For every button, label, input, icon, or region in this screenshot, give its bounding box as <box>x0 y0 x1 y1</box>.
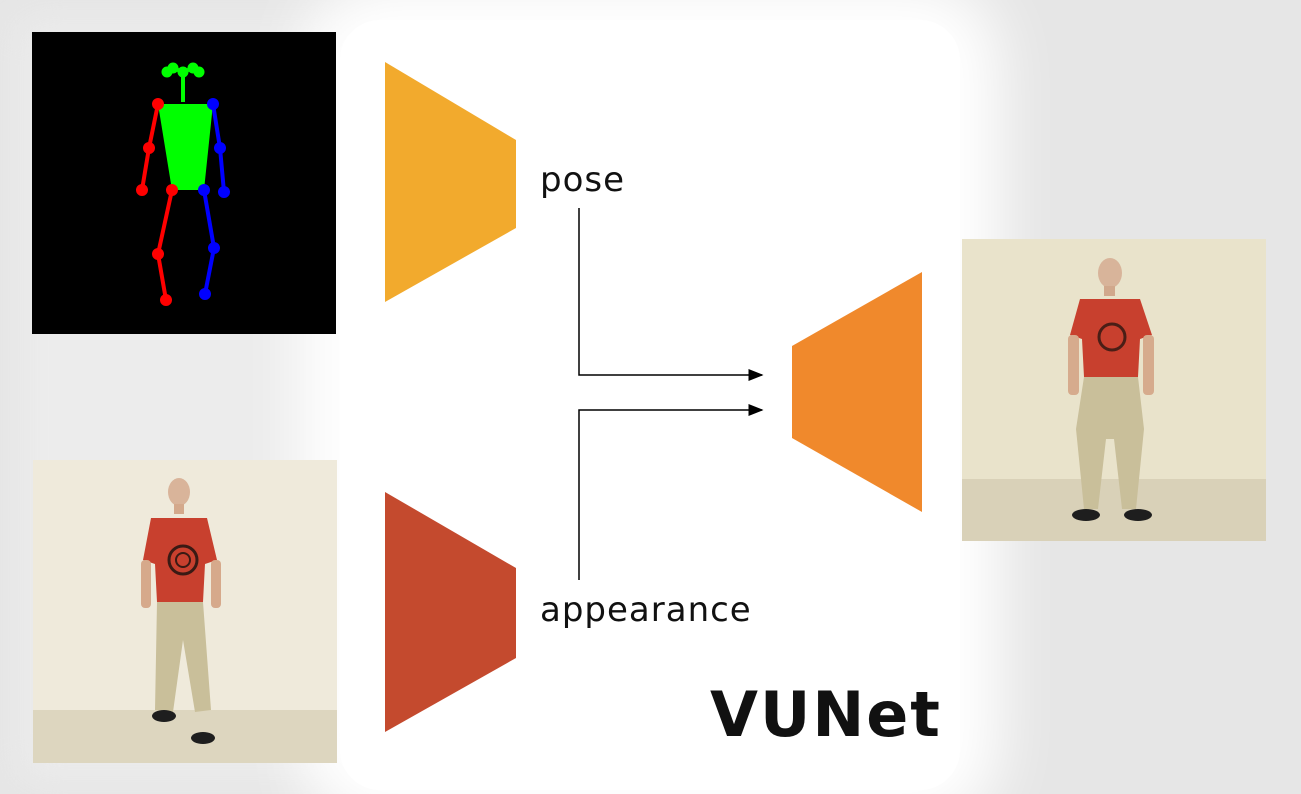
skeleton-head <box>161 62 205 102</box>
decoder-shape <box>792 272 922 512</box>
pose-label: pose <box>540 160 626 200</box>
appearance-encoder-shape <box>385 492 516 732</box>
appearance-label: appearance <box>540 590 752 630</box>
model-name-label: VUNet <box>710 678 942 751</box>
skeleton-left-limbs <box>136 98 178 306</box>
generated-person-figure <box>1068 258 1154 521</box>
pose-stick-figure-image <box>32 32 336 334</box>
person-figure <box>141 478 221 744</box>
appearance-input-photo <box>33 460 337 763</box>
pose-arrow <box>578 208 764 381</box>
skeleton-torso <box>158 104 213 190</box>
generated-output-photo <box>962 239 1266 541</box>
pose-encoder-shape <box>385 62 516 302</box>
appearance-arrow <box>578 404 764 580</box>
skeleton-right-limbs <box>198 98 230 300</box>
